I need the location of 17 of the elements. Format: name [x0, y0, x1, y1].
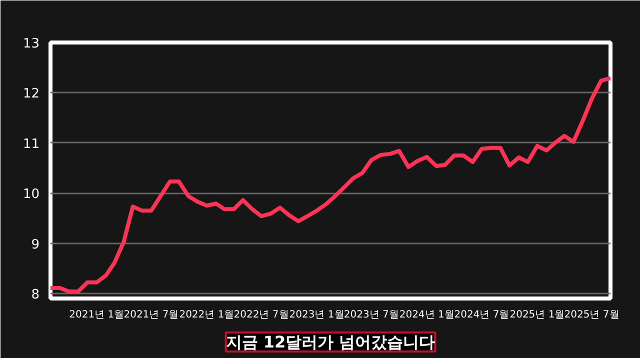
x-tick-label: 2024년 1월: [399, 310, 454, 320]
x-tick-label: 2023년 7월: [344, 310, 399, 320]
x-tick-label: 2022년 1월: [179, 310, 234, 320]
x-tick-label: 2021년 1월: [69, 310, 124, 320]
y-tick-label: 11: [22, 136, 40, 152]
line-series: [50, 76, 610, 294]
x-tick-label: 2024년 7월: [454, 310, 510, 320]
y-tick-label: 13: [22, 36, 40, 52]
x-tick-label: 2025년 7월: [564, 310, 620, 320]
x-tick-label: 2023년 1월: [289, 310, 344, 320]
x-tick-label: 2025년 1월: [510, 310, 565, 320]
y-tick-label: 9: [31, 237, 40, 252]
x-tick-label: 2022년 7월: [234, 310, 289, 320]
y-tick-label: 8: [31, 287, 40, 302]
y-tick-label: 10: [22, 187, 40, 202]
y-tick-label: 12: [22, 86, 40, 102]
x-tick-label: 2021년 7월: [124, 310, 179, 320]
